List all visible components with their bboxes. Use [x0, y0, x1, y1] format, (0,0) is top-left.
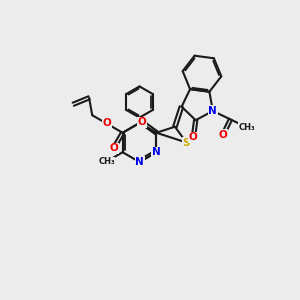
Text: O: O	[109, 143, 118, 153]
Text: N: N	[135, 157, 144, 167]
Text: N: N	[208, 106, 217, 116]
Text: CH₃: CH₃	[98, 157, 115, 166]
Text: O: O	[102, 118, 111, 128]
Text: N: N	[152, 147, 161, 157]
Text: CH₃: CH₃	[239, 123, 256, 132]
Text: S: S	[183, 137, 190, 148]
Text: O: O	[137, 117, 146, 127]
Text: O: O	[218, 130, 227, 140]
Text: O: O	[189, 132, 198, 142]
